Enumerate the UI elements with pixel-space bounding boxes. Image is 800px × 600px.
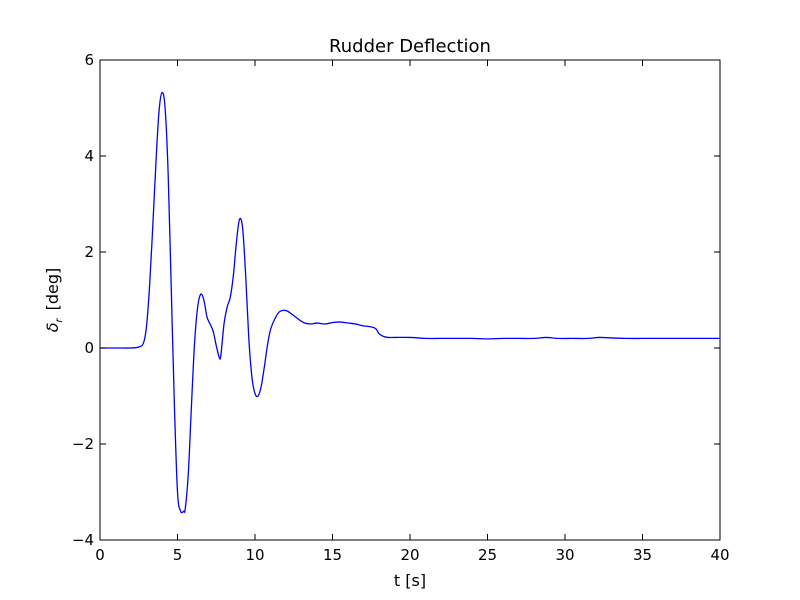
series-line-0 xyxy=(100,91,720,514)
x-tick-label: 40 xyxy=(710,546,729,564)
plot-area xyxy=(100,91,720,514)
x-axis-label: t [s] xyxy=(394,571,426,590)
x-tick-label: 15 xyxy=(323,546,342,564)
y-tick-label: 2 xyxy=(84,243,94,261)
x-tick-label: 0 xyxy=(95,546,105,564)
x-tick-label: 25 xyxy=(478,546,497,564)
x-tick-label: 35 xyxy=(633,546,652,564)
y-axis-ticks: −4 −2 0 2 4 6 xyxy=(72,51,720,549)
y-axis-label-unit: [deg] xyxy=(43,268,62,311)
y-tick-label: −4 xyxy=(72,531,94,549)
x-tick-label: 10 xyxy=(245,546,264,564)
y-tick-label: 6 xyxy=(84,51,94,69)
y-axis-label-symbol: δ xyxy=(43,322,62,332)
y-axis-label: δr [deg] xyxy=(43,268,65,333)
chart-title: Rudder Deflection xyxy=(329,36,491,57)
x-tick-label: 20 xyxy=(400,546,419,564)
y-tick-label: 0 xyxy=(84,339,94,357)
x-axis-ticks: 0 5 10 15 20 25 30 35 40 xyxy=(95,60,730,564)
x-tick-label: 5 xyxy=(173,546,183,564)
x-tick-label: 30 xyxy=(555,546,574,564)
y-tick-label: −2 xyxy=(72,435,94,453)
y-axis-label-subscript: r xyxy=(54,317,65,322)
y-tick-label: 4 xyxy=(84,147,94,165)
